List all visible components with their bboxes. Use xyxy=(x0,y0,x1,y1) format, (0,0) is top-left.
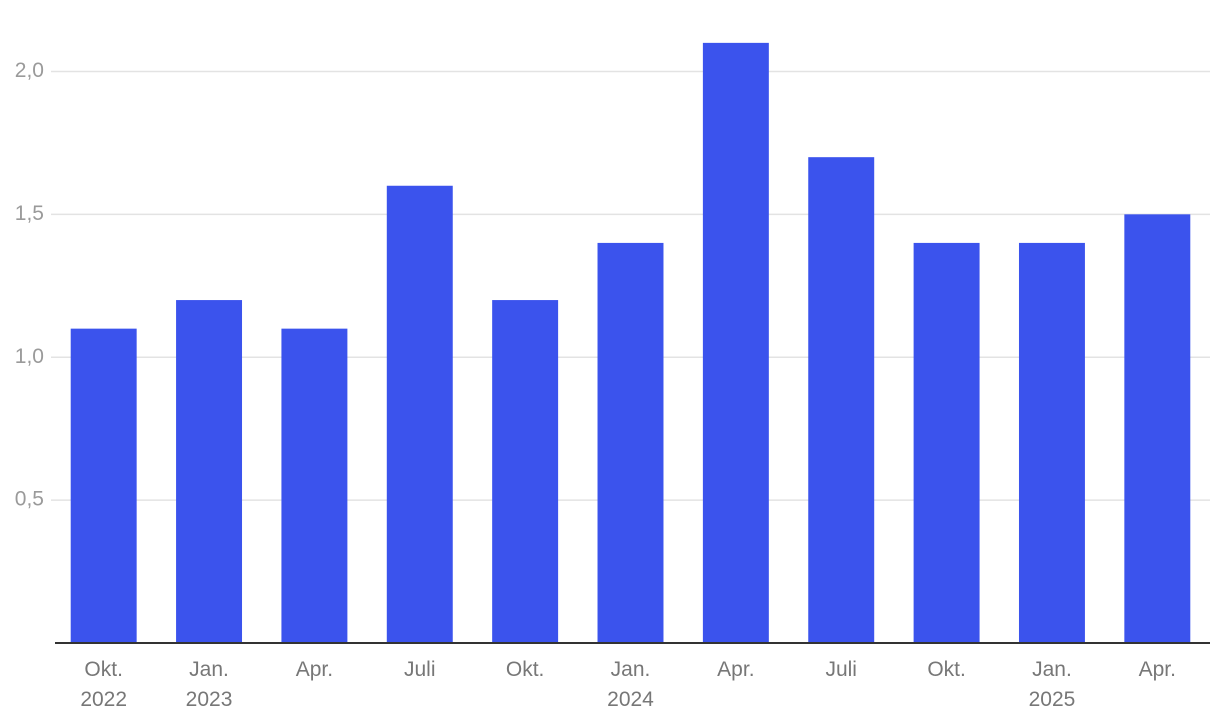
y-tick-label: 1,0 xyxy=(15,345,44,368)
x-tick-label: Jan. 2024 xyxy=(607,658,654,711)
bar xyxy=(1124,214,1191,644)
x-tick-label: Apr. xyxy=(1138,658,1176,681)
bar xyxy=(597,242,664,643)
x-tick-label: Juli xyxy=(825,658,857,681)
bar xyxy=(913,242,980,643)
bar xyxy=(70,328,137,643)
y-tick-label: 2,0 xyxy=(15,59,44,82)
x-tick-label: Jan. 2025 xyxy=(1028,658,1076,711)
x-tick-label: Okt. xyxy=(927,658,966,681)
y-tick-label: 1,5 xyxy=(15,202,44,225)
x-tick-label: Juli xyxy=(404,658,436,681)
bar xyxy=(386,185,453,643)
x-tick-label: Okt. xyxy=(505,658,545,681)
x-tick-label: Apr. xyxy=(295,658,334,681)
bar xyxy=(808,157,875,643)
bar xyxy=(492,300,559,643)
bar xyxy=(702,42,769,644)
bar xyxy=(1018,242,1085,643)
bar xyxy=(176,300,243,643)
x-tick-label: Apr. xyxy=(717,658,755,681)
x-tick-label: Okt. 2022 xyxy=(80,658,128,711)
x-tick-label: Jan. 2023 xyxy=(185,658,233,711)
y-tick-label: 0,5 xyxy=(15,488,44,511)
bar xyxy=(281,328,348,643)
